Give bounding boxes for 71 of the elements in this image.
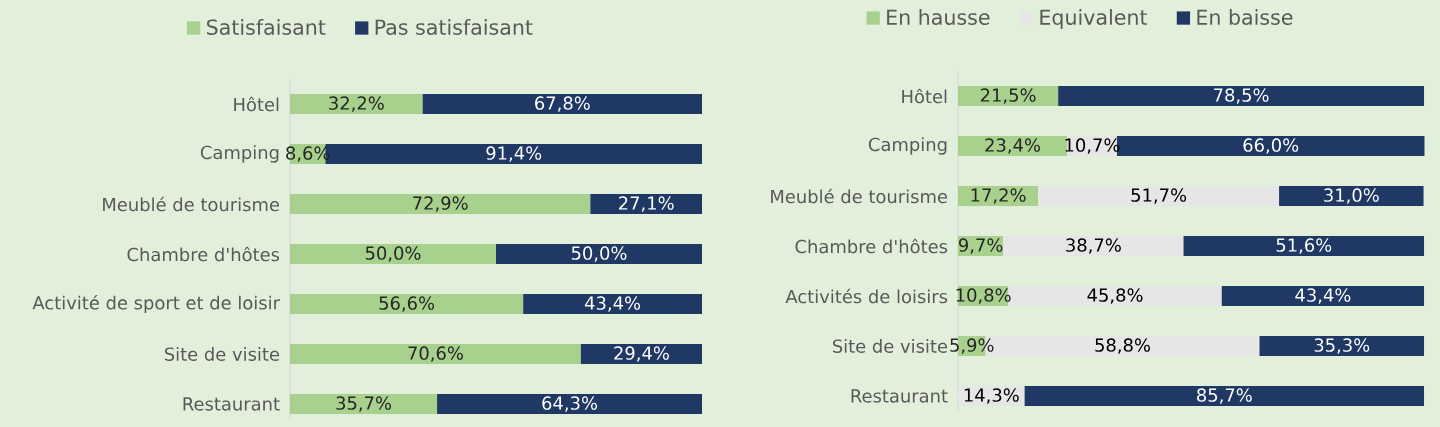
y-tick-label: Hôtel xyxy=(902,88,947,104)
data-label: 72,9% xyxy=(413,196,468,212)
bar xyxy=(523,294,703,315)
bar xyxy=(590,194,703,215)
data-label: 9,7% xyxy=(958,238,1003,254)
data-label: 31,0% xyxy=(1324,188,1379,204)
bar xyxy=(580,344,703,365)
bar xyxy=(496,244,703,265)
data-label: 91,4% xyxy=(486,146,542,162)
legend-label: Pas satisfaisant xyxy=(375,19,533,35)
data-label: 32,2% xyxy=(329,96,384,112)
legend-label: Equivalent xyxy=(1040,9,1148,29)
data-label: 35,3% xyxy=(1314,338,1370,354)
bar xyxy=(290,94,423,115)
legend-label: En hausse xyxy=(887,9,990,25)
data-label: 27,1% xyxy=(619,196,674,212)
data-label: 21,5% xyxy=(980,88,1036,104)
bar xyxy=(1003,236,1184,257)
data-label: 67,8% xyxy=(535,96,590,112)
data-label: 43,4% xyxy=(1295,288,1351,304)
data-label: 50,0% xyxy=(365,246,421,262)
y-tick-label: Meublé de tourisme xyxy=(771,188,948,204)
data-label: 10,8% xyxy=(956,288,1011,304)
data-label: 43,4% xyxy=(584,296,641,312)
y-tick-label: Chambre d'hôtes xyxy=(127,246,280,262)
data-label: 45,8% xyxy=(1087,288,1143,304)
bar xyxy=(1058,86,1425,107)
y-tick-label: Meublé de tourisme xyxy=(103,196,280,212)
bar xyxy=(1183,236,1425,257)
data-label: 58,8% xyxy=(1095,338,1151,354)
data-label: 85,7% xyxy=(1197,388,1252,404)
data-label: 70,6% xyxy=(408,346,463,362)
y-tick-label: Restaurant xyxy=(183,397,280,411)
data-label: 29,4% xyxy=(614,346,669,362)
data-label: 38,7% xyxy=(1066,238,1121,254)
data-label: 51,7% xyxy=(1131,188,1187,204)
bar xyxy=(1024,386,1425,407)
data-label: 56,6% xyxy=(379,296,435,312)
y-tick-label: Hôtel xyxy=(234,96,279,112)
data-label: 35,7% xyxy=(336,396,392,412)
bar xyxy=(958,86,1059,107)
bar xyxy=(290,394,438,415)
data-label: 5,9% xyxy=(950,338,994,354)
y-tick-label: Activités de loisirs xyxy=(785,288,948,304)
data-label: 14,3% xyxy=(964,388,1019,404)
bar xyxy=(290,294,524,315)
data-label: 50,0% xyxy=(571,246,627,262)
bar xyxy=(1038,186,1280,207)
y-tick-label: Camping xyxy=(200,145,279,163)
y-tick-label: Camping xyxy=(868,137,947,155)
data-label: 17,2% xyxy=(971,188,1026,204)
y-tick-label: Site de visite xyxy=(832,339,948,353)
y-tick-label: Restaurant xyxy=(851,389,948,403)
bar xyxy=(437,394,703,415)
legend-label: En baisse xyxy=(1197,9,1293,25)
bar xyxy=(290,344,581,365)
bar xyxy=(422,94,703,115)
bar xyxy=(290,194,591,215)
data-label: 51,6% xyxy=(1276,238,1332,254)
data-label: 66,0% xyxy=(1243,138,1299,154)
bar xyxy=(290,244,496,265)
bar xyxy=(1259,336,1425,357)
y-tick-label: Activité de sport et de loisir xyxy=(32,294,280,314)
bar xyxy=(1221,286,1425,307)
y-tick-label: Chambre d'hôtes xyxy=(795,238,948,254)
data-label: 23,4% xyxy=(985,138,1041,154)
legend-label: Satisfaisant xyxy=(206,19,326,35)
data-label: 64,3% xyxy=(542,396,598,412)
bar xyxy=(1279,186,1424,207)
data-label: 78,5% xyxy=(1214,88,1269,104)
y-tick-label: Site de visite xyxy=(164,347,280,361)
